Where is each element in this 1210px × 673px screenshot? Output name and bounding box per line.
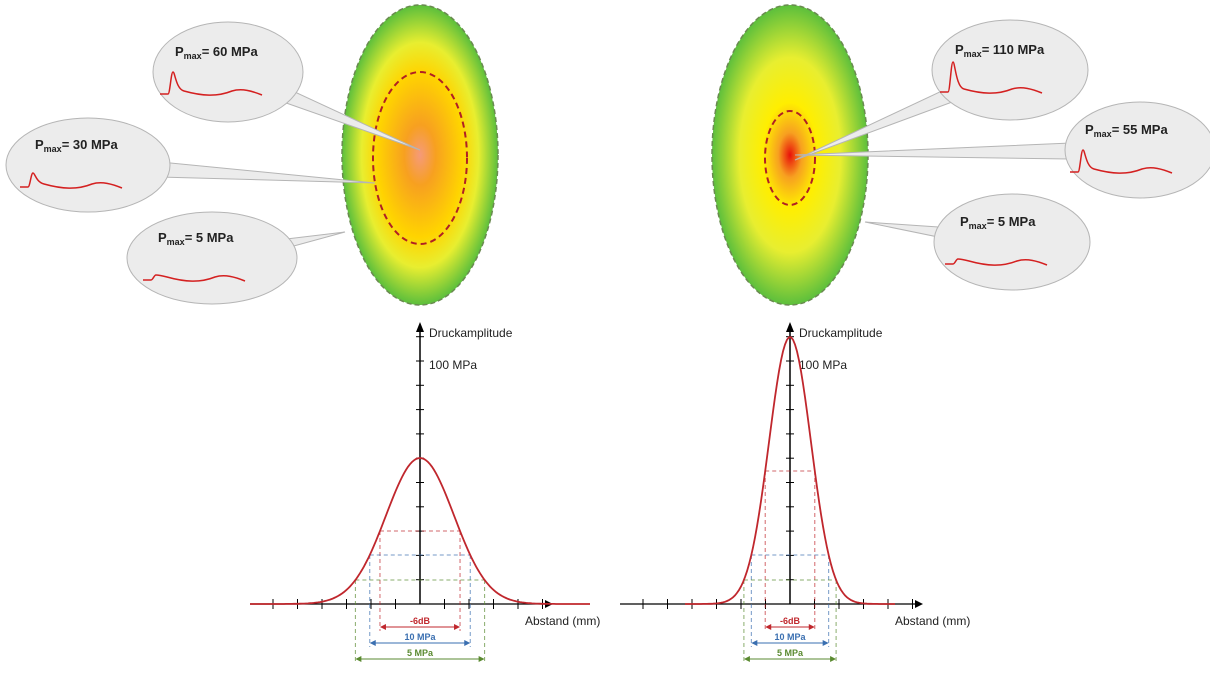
width-label: 10 MPa [404,632,436,642]
arrow-head [355,656,361,662]
arrow-head [751,640,757,646]
y-axis-arrow [786,322,794,332]
arrow-head [765,624,771,630]
callout-value: = 5 MPa [185,230,235,245]
callout-symbol: P [960,214,969,229]
arrow-head [370,640,376,646]
width-label: 5 MPa [777,648,804,658]
callout-subscript: max [184,51,202,61]
diagram: Pmax= 60 MPaPmax= 30 MPaPmax= 5 MPaDruck… [0,0,1210,668]
y-tick-label: 100 MPa [799,358,847,372]
callout-value: = 5 MPa [987,214,1037,229]
y-axis-label: Druckamplitude [799,326,883,340]
x-axis-label: Abstand (mm) [895,614,970,628]
callout-subscript: max [44,144,62,154]
focus-zone [342,5,498,305]
callout-subscript: max [167,237,185,247]
callout-subscript: max [969,221,987,231]
callout-value: = 110 MPa [982,42,1045,57]
width-label: -6dB [780,616,801,626]
callout-value: = 60 MPa [202,44,259,59]
width-label: -6dB [410,616,431,626]
y-axis-label: Druckamplitude [429,326,513,340]
arrow-head [823,640,829,646]
callout-subscript: max [1094,129,1112,139]
arrow-head [744,656,750,662]
callout-value: = 55 MPa [1112,122,1169,137]
callout-symbol: P [158,230,167,245]
callout-symbol: P [1085,122,1094,137]
x-axis-arrow [915,600,923,608]
callout-value: = 30 MPa [62,137,119,152]
width-label: 5 MPa [407,648,434,658]
x-axis-label: Abstand (mm) [525,614,600,628]
callout-symbol: P [175,44,184,59]
arrow-head [479,656,485,662]
arrow-head [464,640,470,646]
width-label: 10 MPa [774,632,806,642]
arrow-head [454,624,460,630]
arrow-head [830,656,836,662]
y-tick-label: 100 MPa [429,358,477,372]
arrow-head [380,624,386,630]
callout-subscript: max [964,49,982,59]
y-axis-arrow [416,322,424,332]
callout-symbol: P [955,42,964,57]
arrow-head [809,624,815,630]
callout-symbol: P [35,137,44,152]
